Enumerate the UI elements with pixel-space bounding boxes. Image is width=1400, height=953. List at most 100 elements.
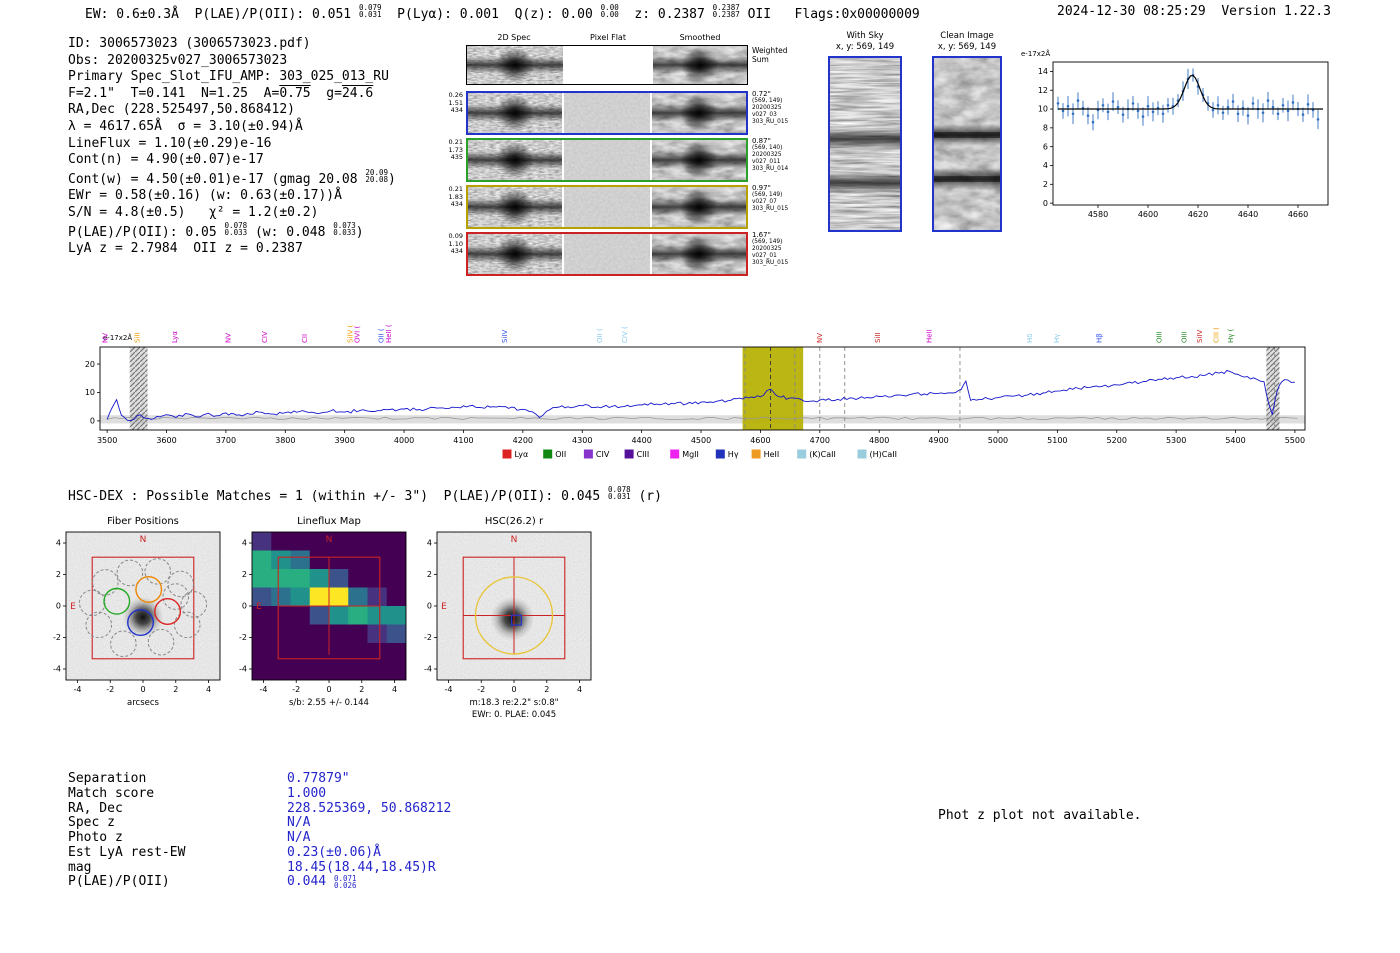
fiber-row xyxy=(466,91,748,135)
svg-text:4200: 4200 xyxy=(513,436,533,445)
svg-text:4: 4 xyxy=(392,685,397,694)
svg-text:Hγ: Hγ xyxy=(728,450,739,459)
svg-text:Lineflux Map: Lineflux Map xyxy=(297,516,361,527)
svg-text:0: 0 xyxy=(56,602,61,611)
clean-title: Clean Image xyxy=(940,31,994,41)
match-field-value: 0.044 xyxy=(287,874,334,890)
svg-text:CIII (: CIII ( xyxy=(1213,327,1221,343)
blank-strip-image xyxy=(564,46,652,84)
weighted-sum-row xyxy=(466,45,748,85)
svg-text:3900: 3900 xyxy=(335,436,355,445)
svg-text:SiIV: SiIV xyxy=(501,330,509,343)
svg-text:8: 8 xyxy=(1043,124,1048,133)
match-table-row: mag 18.45(18.44,18.45)R xyxy=(68,860,451,876)
svg-text:4: 4 xyxy=(242,539,247,548)
text-segment: EW: 0.6±0.3Å P(LAE)/P(OII): 0.051 xyxy=(85,7,359,22)
spec-strip-image xyxy=(468,93,562,133)
svg-text:CIII: CIII xyxy=(637,450,650,459)
svg-text:-2: -2 xyxy=(53,633,61,642)
svg-text:4400: 4400 xyxy=(631,436,651,445)
hsc-match-summary: HSC-DEX : Possible Matches = 1 (within +… xyxy=(68,486,662,504)
svg-text:4: 4 xyxy=(427,539,432,548)
withsky-image xyxy=(828,56,902,232)
svg-text:2: 2 xyxy=(56,570,61,579)
match-field-value: N/A xyxy=(287,830,311,845)
svg-text:-4: -4 xyxy=(444,685,452,694)
svg-text:NV: NV xyxy=(224,333,232,343)
svg-text:Lyα: Lyα xyxy=(515,450,529,459)
info-line: S/N = 4.8(±0.5) χ² = 1.2(±0.2) xyxy=(68,205,396,222)
flat-strip-image xyxy=(564,234,650,274)
svg-text:4600: 4600 xyxy=(1138,210,1158,219)
smooth-strip-image xyxy=(652,187,746,227)
svg-text:3700: 3700 xyxy=(216,436,236,445)
svg-text:4: 4 xyxy=(56,539,61,548)
info-line: ID: 3006573023 (3006573023.pdf) xyxy=(68,36,396,53)
text-segment: P(LAE)/P(OII): 0.05 xyxy=(68,224,225,240)
svg-text:SiIV (: SiIV ( xyxy=(347,325,355,343)
text-segment: Cont(n) = 4.90(±0.07)e-17 xyxy=(68,152,264,168)
svg-text:-2: -2 xyxy=(239,633,247,642)
svg-text:-4: -4 xyxy=(259,685,267,694)
text-segment: ) xyxy=(355,224,364,240)
svg-text:E: E xyxy=(441,602,447,612)
montage-col-header: Pixel Flat xyxy=(590,33,626,42)
stacked-uncertainty: 0.078 0.031 xyxy=(608,485,631,501)
stacked-uncertainty: 0.078 0.033 xyxy=(224,220,248,237)
stacked-uncertainty: 0.2387 0.2387 xyxy=(712,3,740,19)
svg-text:CIV: CIV xyxy=(261,331,269,343)
spec-strip-image xyxy=(468,140,562,180)
svg-text:-2: -2 xyxy=(292,685,300,694)
svg-text:OIII: OIII xyxy=(1155,331,1163,343)
photz-note: Phot z plot not available. xyxy=(938,808,1142,823)
full-spectrum-plot: 3500 3600 3700 3800 3900 4000 4100 4200 4300 4400… xyxy=(85,324,1306,459)
montage-col-header: Smoothed xyxy=(679,33,721,42)
withsky-xy: x, y: 569, 149 xyxy=(835,42,895,52)
svg-text:4500: 4500 xyxy=(691,436,711,445)
svg-text:0: 0 xyxy=(427,602,432,611)
detection-info-block: ID: 3006573023 (3006573023.pdf) Obs: 2020… xyxy=(68,36,396,258)
info-line: Primary Spec_Slot_IFU_AMP: 303_025_013_R… xyxy=(68,69,396,86)
svg-text:OII (: OII ( xyxy=(378,328,386,343)
match-field-value: N/A xyxy=(287,815,311,831)
svg-text:0: 0 xyxy=(242,602,247,611)
svg-text:4580: 4580 xyxy=(1088,210,1108,219)
svg-text:2: 2 xyxy=(1043,180,1048,189)
svg-text:NV: NV xyxy=(101,333,109,343)
text-segment: (w: 0.048 xyxy=(247,224,334,240)
fiber-row xyxy=(466,185,748,229)
smooth-strip-image xyxy=(652,140,746,180)
fiber-row-annotation: 1.67" (569, 149) 20200325 v027_01 303_RU_015 xyxy=(752,231,789,267)
svg-text:5500: 5500 xyxy=(1285,436,1305,445)
match-field-label: Photo z xyxy=(68,830,123,845)
svg-text:m:18.3 re:2.2" s:0.8": m:18.3 re:2.2" s:0.8" xyxy=(469,698,558,708)
text-segment: Primary Spec_Slot_IFU_AMP: 303_025_013_R… xyxy=(68,69,389,85)
text-segment: S/N = 4.8(±0.5) χ² = 1.2(±0.2) xyxy=(68,204,319,220)
svg-text:4000: 4000 xyxy=(394,436,414,445)
text-segment: ID: 3006573023 (3006573023.pdf) xyxy=(68,36,311,51)
svg-text:0: 0 xyxy=(90,417,95,426)
svg-text:-4: -4 xyxy=(53,665,61,674)
line-fit-plot: 0 2 4 6 8 10 12 14 4580 4600 4620 4640 4660 e-17x2Å xyxy=(1021,49,1329,219)
text-segment: Cont(w) = 4.50(±0.01)e-17 (gmag 20.08 xyxy=(68,171,366,187)
stacked-uncertainty: 0.079 0.031 xyxy=(358,3,382,19)
text-segment: HSC-DEX : Possible Matches = 1 (within +… xyxy=(68,489,609,504)
fiber-row-annotation: 0.72" (569, 149) 20200325 v027_03 303_RU_015 xyxy=(752,90,789,126)
text-segment: z: 0.2387 xyxy=(618,7,713,22)
svg-text:4600: 4600 xyxy=(750,436,770,445)
svg-text:0: 0 xyxy=(1043,199,1048,208)
fiber-row xyxy=(466,138,748,182)
svg-text:CIV (: CIV ( xyxy=(621,326,629,343)
svg-text:OII: OII xyxy=(555,450,566,459)
svg-text:HeII: HeII xyxy=(764,450,780,459)
svg-text:4: 4 xyxy=(206,685,211,694)
catalog-match-table: Separation 0.77879" Match score 1.000 RA, De… xyxy=(68,771,451,890)
stacked-uncertainty: 0.00 0.00 xyxy=(600,3,619,19)
svg-text:4700: 4700 xyxy=(810,436,830,445)
spec-strip-image xyxy=(468,234,562,274)
text-segment: EWr = 0.58(±0.16) (w: 0.63(±0.17))Å xyxy=(68,188,342,204)
flat-strip-image xyxy=(564,187,650,227)
match-table-row: Match score 1.000 xyxy=(68,786,451,802)
svg-text:NV: NV xyxy=(816,333,824,343)
